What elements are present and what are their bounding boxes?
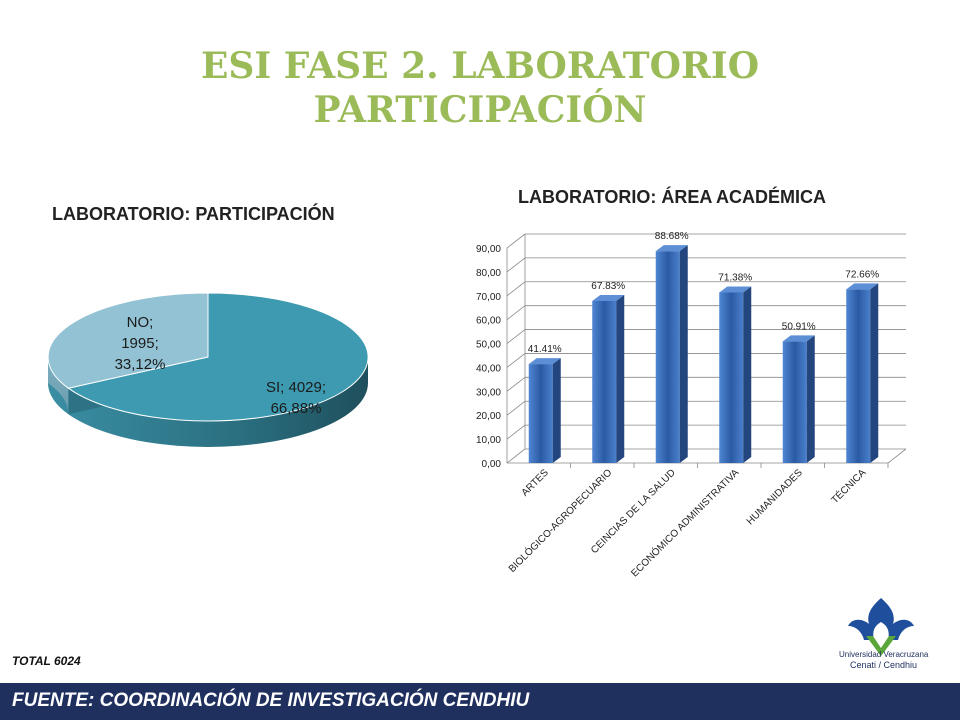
- x-category-label: TÉCNICA: [828, 466, 868, 506]
- bar-1: [592, 300, 617, 463]
- university-logo-icon: [848, 598, 914, 656]
- total-note: TOTAL 6024: [12, 654, 81, 668]
- y-tick-label: 40,00: [476, 363, 501, 374]
- bar-2: [655, 251, 680, 463]
- grid-line-depth: [506, 329, 526, 344]
- bar-side-2: [679, 245, 688, 463]
- floor-edge: [887, 448, 907, 464]
- pie-label-no: NO;: [127, 314, 154, 331]
- bar-0: [528, 364, 553, 463]
- bar-side-0: [552, 358, 561, 463]
- y-tick-label: 50,00: [476, 340, 501, 351]
- grid-line-depth: [506, 281, 526, 297]
- grid-line-depth: [506, 424, 526, 440]
- logo-unit-name: Cenati / Cendhiu: [850, 660, 918, 670]
- y-tick-label: 60,00: [476, 316, 501, 327]
- bar-top-2: [655, 245, 688, 252]
- y-tick-label: 10,00: [476, 435, 501, 446]
- pie-slice-si-side: [48, 357, 368, 447]
- grid-line-depth: [506, 400, 526, 416]
- slide-title-line2: PARTICIPACIÓN: [313, 89, 647, 131]
- grid-line-depth: [506, 257, 526, 273]
- bar-data-label: 88.68%: [655, 231, 689, 242]
- bar-data-label: 72.66%: [845, 269, 879, 280]
- pie-label-si: SI; 4029;: [266, 379, 326, 396]
- pie-chart: SI; 4029; 66,88% NO; 1995; 33,12%: [47, 292, 369, 447]
- bar-chart-title: LABORATORIO: ÁREA ACADÉMICA: [518, 187, 826, 207]
- bar-side-5: [870, 283, 879, 463]
- bar-side-4: [806, 335, 815, 463]
- slide-title-line1: ESI FASE 2. LABORATORIO: [200, 45, 760, 87]
- y-tick-label: 80,00: [476, 268, 501, 279]
- bar-3: [719, 292, 744, 463]
- pie-slice-no: [47, 292, 209, 389]
- y-tick-label: 30,00: [476, 387, 501, 398]
- bar-top-3: [719, 286, 752, 293]
- bar-data-label: 50.91%: [782, 321, 816, 332]
- footer-bar: FUENTE: COORDINACIÓN DE INVESTIGACIÓN CE…: [0, 683, 960, 720]
- grid-line-depth: [506, 353, 526, 368]
- y-tick-label: 90,00: [476, 244, 501, 255]
- bar-top-4: [782, 335, 815, 342]
- y-tick-label: 0,00: [482, 459, 502, 470]
- bar-data-label: 67.83%: [591, 281, 625, 292]
- bar-data-label: 71.38%: [718, 272, 752, 283]
- y-tick-label: 20,00: [476, 411, 501, 422]
- bar-top-1: [592, 294, 625, 301]
- grid-line-depth: [506, 305, 526, 320]
- pie-label-no: 33,12%: [115, 356, 166, 373]
- bar-chart: 0,00 10,00 20,00 30,00 40,00 50,00 60,00 70,00 8…: [476, 231, 907, 580]
- x-category-label: ECONÓMICO ADMINISTRATIVA: [628, 466, 742, 580]
- pie-slice-si: [67, 292, 369, 422]
- bar-4: [782, 341, 807, 463]
- footer-source: FUENTE: COORDINACIÓN DE INVESTIGACIÓN CE…: [12, 690, 530, 711]
- x-category-label: ARTES: [520, 467, 551, 498]
- bar-top-5: [846, 283, 879, 290]
- pie-label-no: 1995;: [121, 335, 159, 352]
- x-category-label: BIOLÓGICO-AGROPECUARIO: [505, 466, 614, 575]
- bar-side-1: [616, 294, 625, 463]
- pie-chart-title: LABORATORIO: PARTICIPACIÓN: [52, 204, 335, 224]
- y-tick-label: 70,00: [476, 292, 501, 303]
- grid-line-depth: [506, 448, 526, 464]
- grid-line-depth: [506, 233, 526, 249]
- bar-top-0: [528, 358, 561, 365]
- bar-side-3: [743, 286, 752, 463]
- slide-title: ESI FASE 2. LABORATORIO PARTICIPACIÓN: [0, 44, 960, 132]
- bar-5: [846, 289, 871, 463]
- bar-data-label: 41.41%: [528, 344, 562, 355]
- pie-label-si: 66,88%: [271, 400, 322, 417]
- grid-line-depth: [506, 377, 526, 392]
- logo-university-name: Universidad Veracruzana: [839, 650, 929, 659]
- x-category-label: HUMANIDADES: [745, 467, 805, 527]
